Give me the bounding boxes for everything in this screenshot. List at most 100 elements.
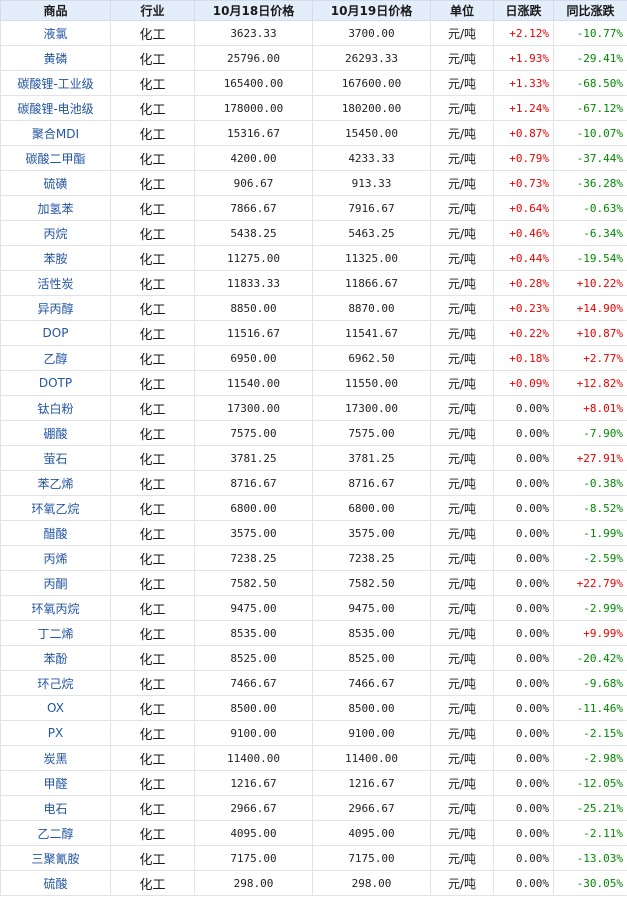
commodity-name-link[interactable]: PX [0,720,111,746]
unit-cell: 元/吨 [430,795,494,821]
price-oct18-cell: 15316.67 [194,120,313,146]
price-oct18-cell: 6950.00 [194,345,313,371]
price-oct19-cell: 15450.00 [312,120,431,146]
yoy-change-cell: -36.28% [553,170,627,196]
price-oct19-cell: 7466.67 [312,670,431,696]
commodity-name-link[interactable]: 碳酸锂-工业级 [0,70,111,96]
price-oct19-cell: 1216.67 [312,770,431,796]
yoy-change-cell: -2.11% [553,820,627,846]
commodity-name-link[interactable]: 硫酸 [0,870,111,896]
table-row: 炭黑 化工 11400.00 11400.00 元/吨 0.00% -2.98% [0,745,627,771]
price-oct18-cell: 7466.67 [194,670,313,696]
industry-cell: 化工 [110,670,195,696]
table-row: 苯乙烯 化工 8716.67 8716.67 元/吨 0.00% -0.38% [0,470,627,496]
industry-cell: 化工 [110,370,195,396]
industry-cell: 化工 [110,345,195,371]
industry-cell: 化工 [110,595,195,621]
yoy-change-cell: +10.87% [553,320,627,346]
price-oct19-cell: 3700.00 [312,20,431,46]
price-oct19-cell: 8716.67 [312,470,431,496]
commodity-name-link[interactable]: 硫磺 [0,170,111,196]
commodity-name-link[interactable]: 醋酸 [0,520,111,546]
unit-cell: 元/吨 [430,95,494,121]
commodity-name-link[interactable]: 乙醇 [0,345,111,371]
unit-cell: 元/吨 [430,45,494,71]
unit-cell: 元/吨 [430,395,494,421]
unit-cell: 元/吨 [430,70,494,96]
commodity-name-link[interactable]: 活性炭 [0,270,111,296]
table-row: 聚合MDI 化工 15316.67 15450.00 元/吨 +0.87% -10.07% [0,120,627,146]
industry-cell: 化工 [110,395,195,421]
price-oct19-cell: 11400.00 [312,745,431,771]
unit-cell: 元/吨 [430,370,494,396]
commodity-name-link[interactable]: 乙二醇 [0,820,111,846]
unit-cell: 元/吨 [430,120,494,146]
table-body: 液氯 化工 3623.33 3700.00 元/吨 +2.12% -10.77% 黄磷 化工 25… [0,20,627,896]
commodity-name-link[interactable]: 钛白粉 [0,395,111,421]
commodity-name-link[interactable]: 丙烷 [0,220,111,246]
price-oct18-cell: 4200.00 [194,145,313,171]
day-change-cell: +0.23% [493,295,554,321]
commodity-name-link[interactable]: 丁二烯 [0,620,111,646]
commodity-name-link[interactable]: 碳酸二甲酯 [0,145,111,171]
header-unit: 单位 [430,0,494,21]
day-change-cell: 0.00% [493,870,554,896]
price-oct18-cell: 3781.25 [194,445,313,471]
commodity-name-link[interactable]: 苯胺 [0,245,111,271]
commodity-name-link[interactable]: 环己烷 [0,670,111,696]
yoy-change-cell: +12.82% [553,370,627,396]
industry-cell: 化工 [110,520,195,546]
price-oct19-cell: 8870.00 [312,295,431,321]
industry-cell: 化工 [110,745,195,771]
commodity-name-link[interactable]: 异丙醇 [0,295,111,321]
table-row: 碳酸锂-电池级 化工 178000.00 180200.00 元/吨 +1.24% -67.… [0,95,627,121]
yoy-change-cell: +9.99% [553,620,627,646]
day-change-cell: 0.00% [493,420,554,446]
commodity-name-link[interactable]: DOP [0,320,111,346]
commodity-name-link[interactable]: 三聚氰胺 [0,845,111,871]
day-change-cell: 0.00% [493,845,554,871]
commodity-name-link[interactable]: OX [0,695,111,721]
commodity-name-link[interactable]: DOTP [0,370,111,396]
commodity-name-link[interactable]: 碳酸锂-电池级 [0,95,111,121]
price-oct19-cell: 4233.33 [312,145,431,171]
day-change-cell: +0.79% [493,145,554,171]
day-change-cell: +1.24% [493,95,554,121]
table-header-row: 商品 行业 10月18日价格 10月19日价格 单位 日涨跌 同比涨跌 [0,0,627,21]
yoy-change-cell: -20.42% [553,645,627,671]
commodity-name-link[interactable]: 苯乙烯 [0,470,111,496]
commodity-name-link[interactable]: 丙烯 [0,545,111,571]
table-row: 丙烷 化工 5438.25 5463.25 元/吨 +0.46% -6.34% [0,220,627,246]
price-oct18-cell: 298.00 [194,870,313,896]
commodity-name-link[interactable]: 液氯 [0,20,111,46]
price-oct18-cell: 9100.00 [194,720,313,746]
commodity-name-link[interactable]: 硼酸 [0,420,111,446]
table-row: 钛白粉 化工 17300.00 17300.00 元/吨 0.00% +8.01% [0,395,627,421]
table-row: DOTP 化工 11540.00 11550.00 元/吨 +0.09% +12.82% [0,370,627,396]
commodity-name-link[interactable]: 聚合MDI [0,120,111,146]
unit-cell: 元/吨 [430,270,494,296]
industry-cell: 化工 [110,45,195,71]
commodity-name-link[interactable]: 萤石 [0,445,111,471]
commodity-name-link[interactable]: 电石 [0,795,111,821]
commodity-name-link[interactable]: 黄磷 [0,45,111,71]
day-change-cell: 0.00% [493,520,554,546]
commodity-name-link[interactable]: 炭黑 [0,745,111,771]
day-change-cell: 0.00% [493,795,554,821]
price-oct18-cell: 6800.00 [194,495,313,521]
unit-cell: 元/吨 [430,720,494,746]
commodity-name-link[interactable]: 甲醛 [0,770,111,796]
day-change-cell: 0.00% [493,470,554,496]
yoy-change-cell: -0.38% [553,470,627,496]
commodity-name-link[interactable]: 苯酚 [0,645,111,671]
commodity-name-link[interactable]: 环氧丙烷 [0,595,111,621]
price-oct19-cell: 9100.00 [312,720,431,746]
commodity-name-link[interactable]: 加氢苯 [0,195,111,221]
commodity-name-link[interactable]: 丙酮 [0,570,111,596]
commodity-name-link[interactable]: 环氧乙烷 [0,495,111,521]
price-oct18-cell: 7866.67 [194,195,313,221]
unit-cell: 元/吨 [430,695,494,721]
price-oct18-cell: 3623.33 [194,20,313,46]
price-oct18-cell: 178000.00 [194,95,313,121]
table-row: 硫酸 化工 298.00 298.00 元/吨 0.00% -30.05% [0,870,627,896]
